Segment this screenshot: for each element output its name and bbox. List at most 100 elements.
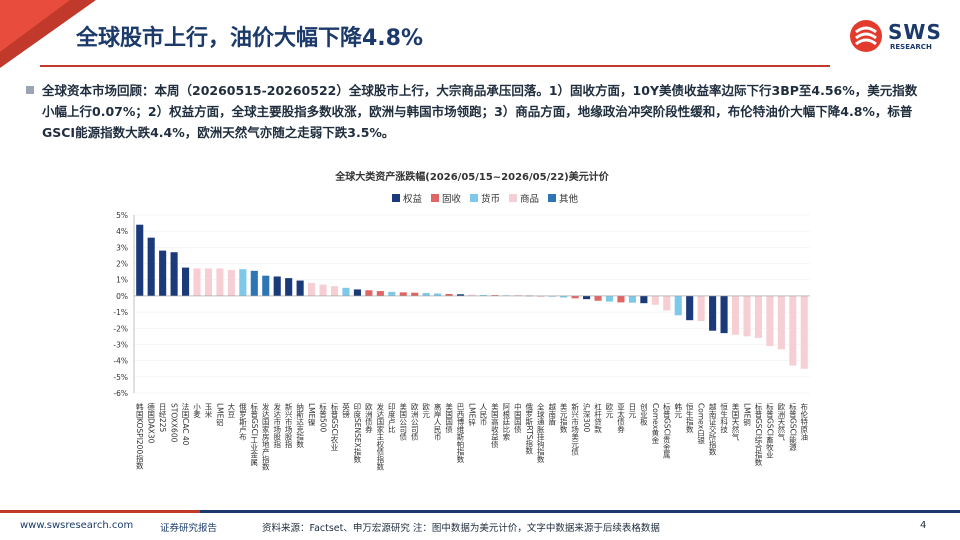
bar-55 <box>766 295 774 347</box>
y-tick-label: 2% <box>116 260 128 269</box>
x-tick-label-45: Comex黄金 <box>651 403 660 444</box>
x-tick-label-18: 英镑 <box>341 402 350 420</box>
slide-header: 全球股市上行，油价大幅下降4.8% SWS RESEARCH <box>0 0 960 72</box>
footer-label: 证券研究报告 <box>160 523 218 534</box>
x-tick-label-30: 人民币 <box>479 403 488 427</box>
bar-16 <box>319 284 327 296</box>
legend-label-1: 固收 <box>442 193 462 205</box>
legend-label-2: 货币 <box>481 193 500 205</box>
x-tick-label-12: 发达市场股指 <box>272 402 281 450</box>
header-banner <box>0 0 830 68</box>
x-tick-label-46: 标普GSCI贵金属 <box>662 402 671 460</box>
x-tick-label-15: LME镍 <box>307 403 316 427</box>
legend-label-4: 其他 <box>559 193 579 205</box>
footer-url: www.swsresearch.com <box>20 520 134 531</box>
bar-7 <box>216 268 224 296</box>
y-tick-label: -3% <box>113 340 128 349</box>
bar-39 <box>583 295 591 300</box>
y-tick-label: 0% <box>116 292 128 301</box>
x-tick-label-17: 标普GSCI农业 <box>330 402 339 452</box>
bar-4 <box>182 267 190 296</box>
y-tick-label: 1% <box>116 276 128 285</box>
x-tick-label-54: 标普GSCI综合指数 <box>754 402 763 468</box>
y-tick-label: -2% <box>113 324 128 333</box>
x-tick-label-4: 法国CAC 40 <box>181 402 190 446</box>
x-tick-label-26: 离岸人民币 <box>433 402 442 442</box>
bar-12 <box>273 276 281 296</box>
bar-44 <box>640 295 648 304</box>
x-tick-label-0: 韩国KOSPI200指数 <box>135 402 144 471</box>
chart-title: 全球大类资产涨跌幅(2026/05/15~2026/05/22)美元计价 <box>334 170 609 183</box>
bar-28 <box>456 294 465 296</box>
bar-50 <box>709 295 717 331</box>
page-number: 4 <box>920 520 927 531</box>
bar-35 <box>537 295 545 297</box>
x-tick-label-28: 巴西博维斯帕指数 <box>456 403 465 465</box>
bar-2 <box>159 250 167 296</box>
bar-25 <box>422 292 430 296</box>
x-tick-label-19: 印度SENSEX指数 <box>353 403 362 464</box>
x-tick-label-13: 新兴市场股指 <box>284 402 293 450</box>
y-tick-label: -1% <box>113 308 128 317</box>
bar-18 <box>342 287 350 296</box>
x-tick-label-52: 美国天然气 <box>731 402 740 441</box>
x-tick-label-2: 日经225 <box>158 403 167 433</box>
x-tick-label-1: 德国DAX30 <box>146 402 155 444</box>
bar-0 <box>136 224 144 296</box>
bar-26 <box>434 293 442 296</box>
x-tick-label-8: 大豆 <box>227 402 236 419</box>
bar-6 <box>204 268 213 296</box>
page-title: 全球股市上行，油价大幅下降4.8% <box>76 26 424 51</box>
bar-24 <box>411 292 419 296</box>
bar-5 <box>193 268 201 296</box>
x-tick-label-50: 越南证交所指数 <box>708 402 717 457</box>
bar-57 <box>789 295 797 366</box>
bar-37 <box>560 295 568 298</box>
bar-47 <box>674 295 682 316</box>
x-tick-label-24: 欧洲公司债 <box>410 402 419 442</box>
bar-54 <box>754 295 762 338</box>
x-tick-label-34: 俄罗斯RTS指数 <box>525 402 534 456</box>
bar-17 <box>330 286 339 296</box>
x-tick-label-29: LME锌 <box>467 403 476 427</box>
x-tick-label-21: 发达国家主权债指数 <box>376 402 385 472</box>
x-tick-label-39: 沪深300 <box>582 402 591 433</box>
sws-logo: SWS RESEARCH <box>848 18 948 54</box>
legend-swatch-0 <box>392 194 400 202</box>
x-tick-label-35: 全球通胀挂钩指数 <box>536 402 545 465</box>
x-tick-label-20: 欧洲债券 <box>364 402 373 435</box>
x-tick-label-9: 俄罗斯卢布 <box>238 402 247 442</box>
x-tick-label-58: 布伦特原油 <box>800 402 809 442</box>
bar-58 <box>800 295 808 369</box>
logo-subtext: RESEARCH <box>890 43 932 51</box>
x-tick-label-53: LME铜 <box>742 403 751 427</box>
x-tick-label-6: 玉米 <box>204 403 213 420</box>
bar-27 <box>445 293 453 296</box>
y-tick-label: -4% <box>113 357 128 366</box>
x-tick-label-44: 创业板 <box>639 402 648 427</box>
bar-15 <box>308 282 316 296</box>
x-tick-label-25: 欧元 <box>421 402 430 420</box>
chart-container: 全球大类资产涨跌幅(2026/05/15~2026/05/22)美元计价 权益 固收… <box>0 160 960 515</box>
x-tick-label-51: 恒生科技 <box>719 402 728 435</box>
bar-19 <box>353 289 361 296</box>
x-tick-label-37: 美元指数 <box>559 402 568 435</box>
x-tick-label-57: 标普GSCI能源 <box>788 402 797 453</box>
y-tick-label: 5% <box>116 211 128 220</box>
x-tick-label-48: 恒生指数 <box>685 402 694 435</box>
x-tick-label-5: 小麦 <box>192 403 201 420</box>
legend-swatch-2 <box>470 194 478 202</box>
legend-swatch-3 <box>509 194 517 202</box>
y-tick-label: -6% <box>113 389 128 398</box>
x-tick-label-10: 标普GSCI工业金属 <box>250 402 259 468</box>
x-tick-label-43: 日元 <box>628 403 637 420</box>
x-tick-label-31: 美国高收益债 <box>490 402 499 450</box>
bullet-square-icon <box>26 86 34 94</box>
bar-43 <box>628 295 636 303</box>
x-tick-label-33: 中国国债 <box>513 402 522 435</box>
x-tick-label-14: 纳斯达克指数 <box>295 402 304 450</box>
x-tick-label-27: 美国国债 <box>444 402 453 435</box>
bar-3 <box>170 252 178 296</box>
logo-mark-icon <box>850 20 882 52</box>
